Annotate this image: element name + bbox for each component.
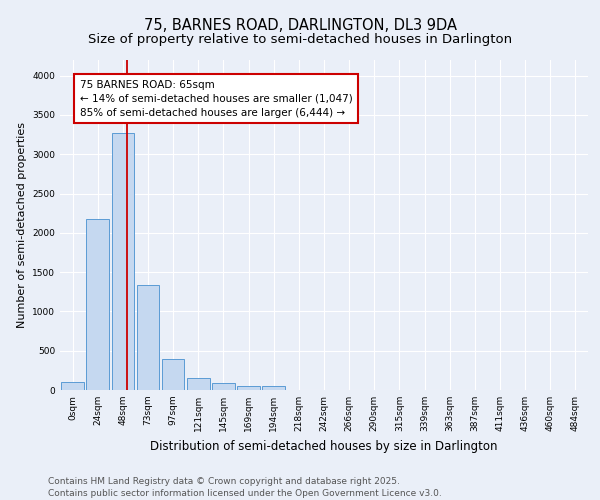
Bar (137, 284, 160, 390)
Bar (86, 219, 109, 390)
Bar (212, 383, 235, 390)
Text: Contains HM Land Registry data © Crown copyright and database right 2025.
Contai: Contains HM Land Registry data © Crown c… (48, 476, 442, 498)
Bar (187, 378, 209, 390)
Y-axis label: Number of semi-detached properties: Number of semi-detached properties (17, 122, 26, 328)
Bar (262, 386, 285, 390)
Text: Size of property relative to semi-detached houses in Darlington: Size of property relative to semi-detach… (88, 32, 512, 46)
Bar (112, 132, 134, 390)
X-axis label: Distribution of semi-detached houses by size in Darlington: Distribution of semi-detached houses by … (150, 440, 498, 452)
Text: 75 BARNES ROAD: 65sqm
← 14% of semi-detached houses are smaller (1,047)
85% of s: 75 BARNES ROAD: 65sqm ← 14% of semi-deta… (80, 80, 352, 118)
Bar (61, 382, 84, 390)
Bar (237, 386, 260, 390)
Text: 75, BARNES ROAD, DARLINGTON, DL3 9DA: 75, BARNES ROAD, DARLINGTON, DL3 9DA (143, 18, 457, 32)
Bar (162, 358, 184, 390)
